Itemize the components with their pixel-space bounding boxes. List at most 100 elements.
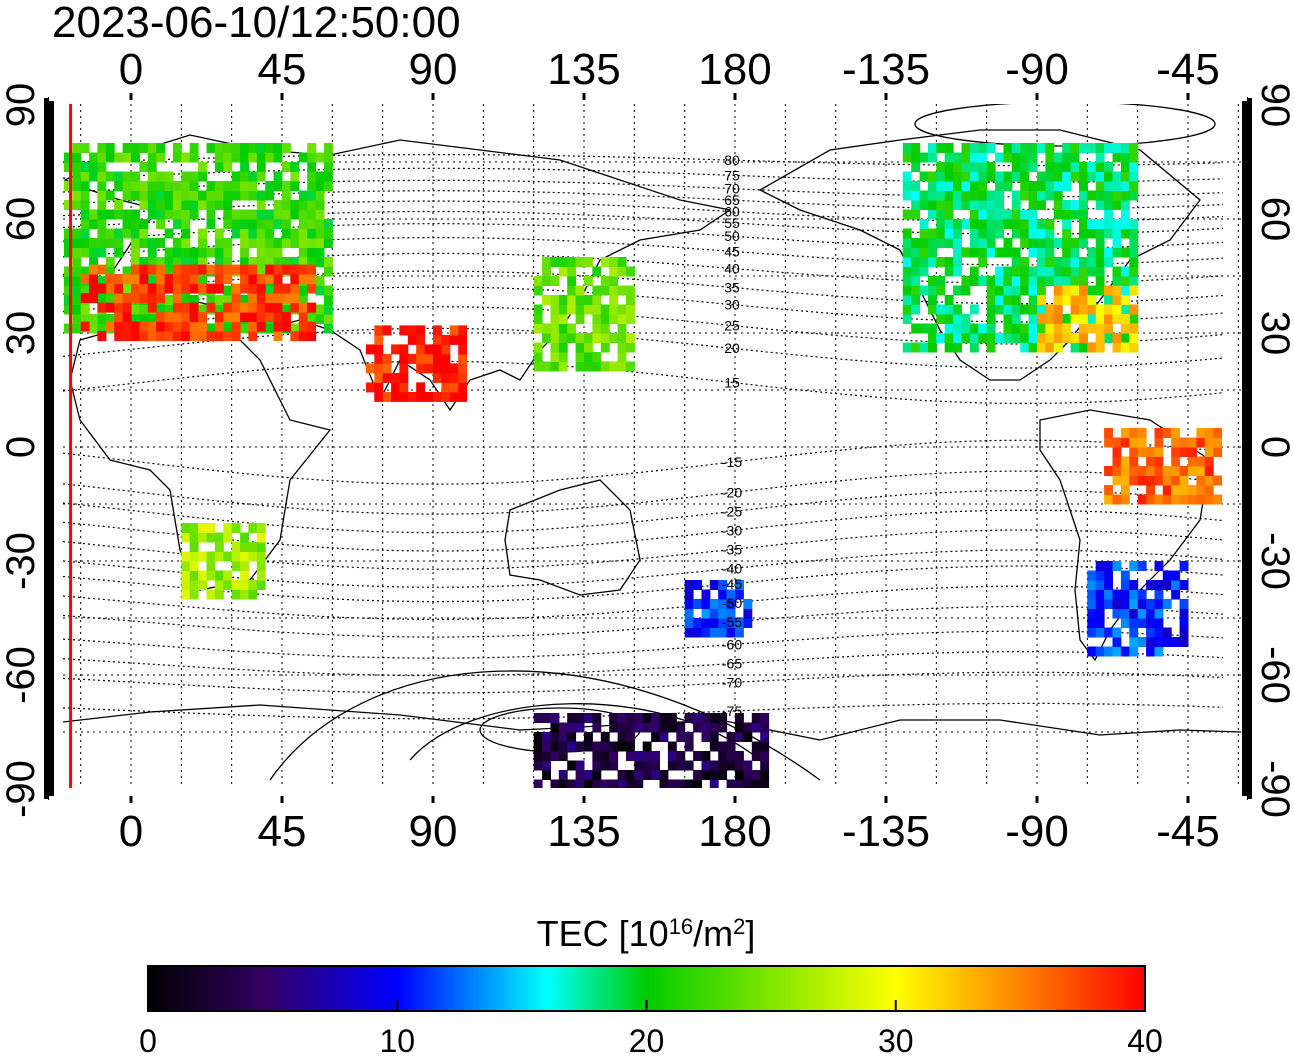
tec-cell [441,344,451,355]
tec-cell [416,344,426,355]
tec-cell [189,589,199,600]
tec-cell [223,570,233,581]
tec-cell [223,331,233,342]
mag-lat-label: -55 [722,614,742,630]
tec-cell [953,162,962,172]
tec-cell [911,304,921,315]
tec-cell [89,314,98,324]
tec-cell [953,257,962,267]
tec-cell [223,523,233,533]
tec-cell [944,190,954,201]
tec-cell [1120,618,1130,628]
tec-cell [600,751,610,761]
tec-cell [1137,428,1147,438]
tec-cell [1154,589,1164,600]
tec-cell [567,333,577,343]
tec-cell [584,779,593,788]
tec-cell [1079,285,1088,296]
mag-lat-label: -20 [722,485,742,501]
tec-cell [1112,561,1122,571]
tec-cell [80,238,90,248]
tec-cell [1104,580,1113,590]
tec-cell [936,181,946,191]
tec-cell [701,589,711,600]
tec-cell [290,162,300,172]
mag-lat-label: 45 [724,243,740,259]
tec-cell [743,760,753,771]
tec-cell [584,741,593,752]
tec-cell [575,342,585,353]
lat-tick-label: -90 [0,760,43,818]
tec-cell [1112,437,1122,448]
tec-cell [550,722,560,733]
tec-cell [147,257,157,267]
tec-cell [131,264,140,275]
tec-cell [533,285,543,296]
tec-cell [147,321,157,332]
tec-cell [323,266,333,277]
tec-cell [1129,437,1139,448]
tec-cell [944,171,954,182]
tec-cell [1079,314,1088,324]
tec-cell [307,200,317,210]
tec-cell [273,283,283,294]
tec-cell [995,304,1004,315]
tec-cell [1179,627,1189,638]
tec-cell [80,266,90,277]
tec-cell [1028,314,1038,324]
tec-cell [256,532,266,543]
tec-cell [1028,323,1038,334]
tec-cell [189,551,199,562]
tec-cell [995,266,1004,277]
tec-cell [290,228,300,239]
colorbar-tick-label: 10 [379,1023,415,1057]
tec-cell [642,751,652,761]
tec-cell [214,238,224,248]
tec-cell [1087,285,1097,296]
tec-cell [1028,143,1038,153]
tec-cell [701,713,711,723]
tec-cell [206,200,216,210]
tec-cell [374,325,384,336]
tec-cell [533,779,543,788]
tec-cell [323,285,333,296]
tec-cell [156,209,166,220]
left-axis-bar [44,98,54,799]
tec-cell [1003,285,1013,296]
tec-cell [181,589,191,600]
tec-cell [936,200,946,210]
tec-cell [265,264,275,275]
tec-cell [1087,618,1097,628]
tec-cell [642,770,652,780]
tec-cell [1129,276,1139,286]
tec-cell [1037,333,1046,343]
tec-cell [533,751,543,761]
tec-cell [1104,190,1113,201]
tec-cell [172,209,182,220]
tec-cell [936,162,946,172]
tec-cell [1154,428,1164,438]
tec-cell [634,770,644,780]
tec-cell [1104,314,1113,324]
tec-cell [911,152,921,163]
tec-cell [214,257,224,267]
tec-cell [315,190,325,201]
tec-cell [147,200,157,210]
tec-cell [1137,494,1147,505]
tec-cell [911,190,921,201]
tec-cell [105,295,115,305]
tec-cell [248,264,258,275]
tec-cell [164,331,174,342]
tec-cell [1053,257,1063,267]
tec-cell [147,247,157,258]
tec-cell [265,247,275,258]
tec-cell [533,361,543,372]
tec-cell [592,751,602,761]
tec-cell [1204,485,1214,495]
tec-cell [290,274,300,285]
tec-cell [407,353,417,364]
tec-cell [995,247,1004,258]
tec-cell [139,143,149,153]
mag-lat-label: -65 [722,656,742,672]
tec-cell [156,190,166,201]
